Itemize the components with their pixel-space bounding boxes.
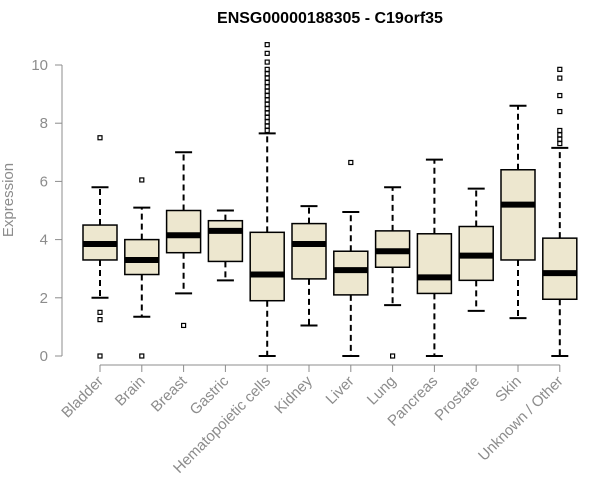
outlier-point (97, 309, 103, 315)
outlier-point (139, 353, 145, 359)
outlier-point (181, 322, 187, 329)
outlier-point (139, 177, 145, 183)
box-group (458, 187, 494, 312)
x-tick-label: Kidney (271, 372, 316, 417)
outlier-point (97, 317, 103, 323)
box-group (333, 159, 369, 357)
y-tick-label: 10 (31, 57, 48, 74)
outlier-point (557, 75, 563, 81)
y-axis: 0 2 4 6 8 10 (31, 57, 63, 365)
box-iqr (416, 233, 453, 295)
outlier-point (557, 140, 563, 147)
outlier-point (557, 108, 563, 115)
outlier-point (264, 110, 270, 116)
boxes-layer (82, 42, 578, 359)
y-tick-label: 4 (40, 232, 48, 249)
outlier-point (390, 353, 396, 359)
outlier-point (264, 97, 270, 103)
outlier-point (264, 106, 270, 112)
outlier-point (557, 136, 563, 142)
outlier-point (557, 66, 563, 72)
x-tick-label: Brain (112, 373, 149, 410)
outlier-point (264, 79, 270, 86)
outlier-point (264, 59, 270, 65)
y-tick-label: 6 (40, 173, 48, 190)
outlier-point (264, 42, 270, 48)
x-tick-label: Prostate (431, 373, 483, 425)
chart-title: ENSG00000188305 - C19orf35 (217, 10, 443, 27)
outlier-point (264, 119, 270, 125)
box-group (82, 135, 118, 359)
box-group (124, 177, 160, 359)
outlier-point (348, 159, 354, 166)
box-iqr (291, 222, 327, 280)
outlier-point (264, 123, 270, 129)
x-tick-label: Lung (364, 373, 400, 409)
outlier-point (557, 92, 563, 99)
outlier-point (97, 353, 103, 359)
box-iqr (165, 209, 202, 254)
box-group (207, 209, 244, 282)
outlier-point (264, 71, 270, 77)
outlier-point (264, 127, 270, 134)
outlier-point (264, 101, 270, 107)
box-iqr (207, 219, 244, 263)
outlier-point (557, 132, 563, 138)
box-group (165, 151, 202, 329)
outlier-point (264, 50, 270, 56)
box-group (542, 66, 578, 357)
y-tick-label: 2 (40, 290, 48, 307)
box-iqr (500, 169, 536, 261)
x-tick-label: Bladder (58, 373, 107, 422)
outlier-point (97, 135, 103, 141)
box-iqr (542, 237, 578, 301)
box-iqr (249, 231, 285, 302)
outlier-point (264, 84, 270, 90)
box-group (374, 186, 411, 359)
box-group (416, 158, 453, 357)
x-tick-label: Liver (323, 373, 358, 408)
outlier-point (264, 88, 270, 94)
outlier-point (264, 92, 270, 99)
box-group (500, 104, 536, 320)
y-tick-label: 0 (40, 348, 48, 365)
outlier-point (264, 66, 270, 72)
y-axis-label: Expression (0, 163, 17, 237)
outlier-point (557, 127, 563, 134)
x-tick-label: Breast (148, 372, 191, 415)
box-group (291, 205, 327, 327)
outlier-point (264, 114, 270, 120)
box-group (249, 42, 285, 357)
x-tick-label: Skin (492, 373, 525, 406)
y-tick-label: 8 (40, 115, 48, 132)
outlier-point (264, 75, 270, 81)
